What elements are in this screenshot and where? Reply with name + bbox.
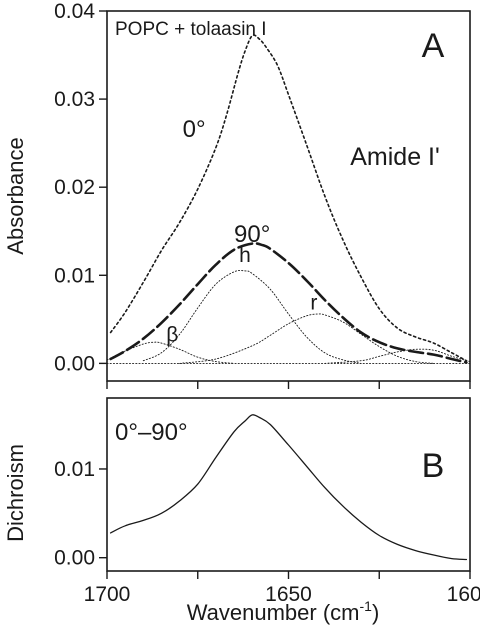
x-axis-title-sup: -1 — [360, 598, 373, 614]
panel-b-x-tick-label-0: 1700 — [84, 583, 131, 606]
panel-b-x-tick-label-2: 1650 — [265, 583, 312, 606]
x-axis-title-tail: ) — [372, 600, 379, 625]
band-label: Amide I' — [350, 143, 440, 171]
panel-b-y-tick-label-1: 0.01 — [54, 458, 95, 481]
panel-a-annotation-1: 90° — [234, 221, 270, 248]
panel-a-series-4-r — [179, 313, 435, 364]
curve-label: 0°–90° — [115, 419, 188, 446]
panel-a-series-3-h — [142, 269, 362, 364]
sample-label: POPC + tolaasin I — [115, 19, 267, 40]
panel-a-ylabel: Absorbance — [3, 137, 28, 254]
panel-a-annotation-0: 0° — [183, 116, 206, 143]
panel-b-series-0 — [109, 414, 468, 561]
panel-a-annotation-3: r — [310, 292, 317, 315]
panel-a-y-tick-label-1: 0.01 — [54, 264, 95, 287]
panel-b-x-tick-label-4: 1600 — [447, 583, 480, 606]
panel-a-y-tick-label-4: 0.04 — [54, 0, 95, 23]
panel-a-frame — [106, 10, 471, 382]
panel-a-series-5 — [324, 348, 471, 364]
panel-a-series-2 — [106, 341, 235, 364]
panel-a-annotation-4: β — [166, 323, 178, 346]
panel-b-ylabel: Dichroism — [3, 444, 28, 542]
panel-b-y-tick-label-0: 0.00 — [54, 547, 95, 570]
panel-a-series-1-90 — [109, 242, 468, 364]
panel-b-label: B — [422, 447, 445, 485]
panel-a-y-tick-label-0: 0.00 — [54, 352, 95, 375]
x-axis-title-main: Wavenumber (cm — [187, 600, 360, 625]
panel-a-label: A — [422, 27, 445, 65]
x-axis-title: Wavenumber (cm-1) — [187, 598, 380, 625]
panel-a-annotation-2: h — [239, 244, 251, 267]
panel-a-series-0-0 — [109, 34, 468, 362]
panel-a-y-tick-label-2: 0.02 — [54, 176, 95, 199]
panel-a-y-tick-label-3: 0.03 — [54, 88, 95, 111]
